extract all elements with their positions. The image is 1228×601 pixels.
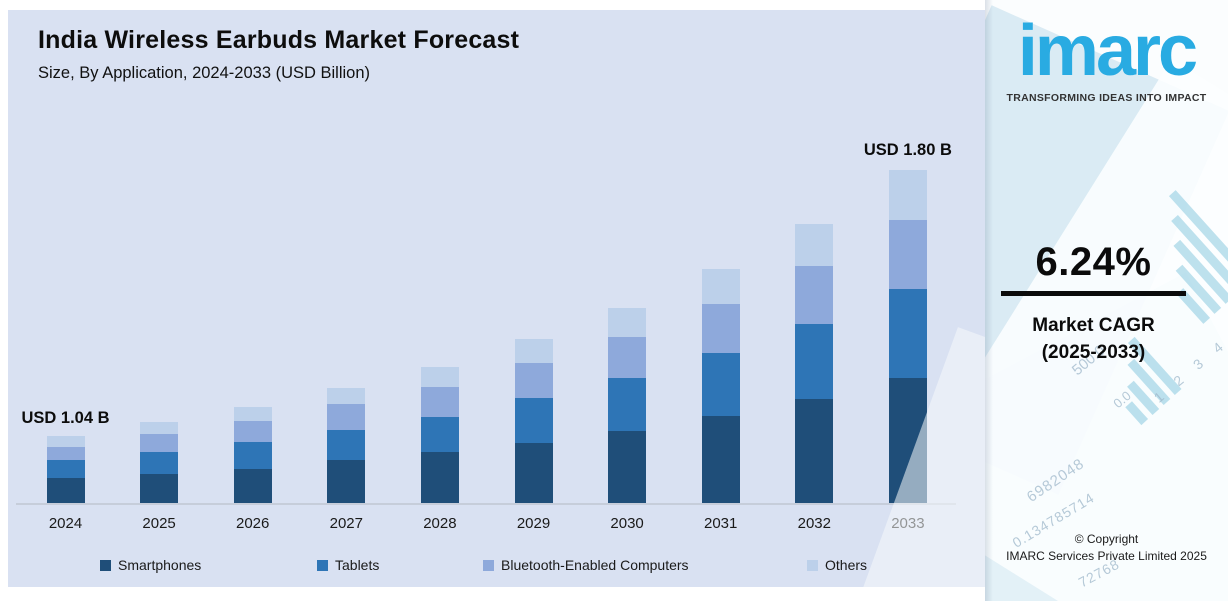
- x-axis-label-2032: 2032: [797, 515, 831, 532]
- bar-segment-others-2029: [514, 339, 553, 363]
- bar-segment-others-2028: [420, 367, 459, 387]
- bar-segment-smartphones-2027: [327, 460, 366, 503]
- bar-segment-tablets-2025: [140, 452, 179, 474]
- cagr-period: (2025-2033): [1041, 342, 1146, 363]
- bar-segment-smartphones-2028: [420, 452, 459, 503]
- legend-swatch-smartphones: [100, 559, 111, 571]
- bar-2025: [140, 422, 179, 503]
- x-axis-line: [16, 503, 956, 505]
- bar-2031: [701, 269, 740, 503]
- bar-segment-tablets-2029: [514, 398, 553, 443]
- bar-segment-bluetooth-enabled-computers-2033: [888, 220, 927, 289]
- bar-segment-others-2032: [795, 224, 834, 266]
- bar-segment-smartphones-2031: [701, 416, 740, 503]
- legend-label-smartphones: Smartphones: [118, 557, 202, 573]
- bar-segment-others-2030: [608, 308, 647, 337]
- value-annotation-2033: USD 1.80 B: [863, 141, 952, 159]
- legend-item-others: Others: [807, 557, 867, 573]
- legend-item-smartphones: Smartphones: [100, 557, 201, 573]
- bar-segment-tablets-2026: [233, 442, 272, 469]
- bar-segment-bluetooth-enabled-computers-2027: [327, 404, 366, 430]
- bar-segment-bluetooth-enabled-computers-2028: [420, 387, 459, 417]
- cagr-value: 6.24%: [1035, 240, 1152, 284]
- imarc-logo: imarc: [1017, 11, 1198, 91]
- bar-segment-others-2025: [140, 422, 179, 434]
- bar-2026: [233, 407, 272, 503]
- bar-2028: [420, 367, 459, 503]
- bar-segment-bluetooth-enabled-computers-2026: [233, 421, 272, 442]
- bar-segment-bluetooth-enabled-computers-2032: [795, 266, 834, 324]
- legend-label-bluetooth-enabled-computers: Bluetooth-Enabled Computers: [501, 557, 689, 573]
- bar-2027: [327, 388, 366, 503]
- bar-2030: [608, 308, 647, 503]
- bar-segment-smartphones-2032: [795, 399, 834, 503]
- cagr-label: Market CAGR: [1032, 315, 1155, 336]
- bar-segment-smartphones-2025: [140, 474, 179, 503]
- bar-segment-tablets-2031: [701, 353, 740, 416]
- x-axis-label-2027: 2027: [329, 515, 363, 532]
- bar-segment-smartphones-2024: [46, 478, 85, 503]
- chart-title: India Wireless Earbuds Market Forecast: [38, 26, 520, 54]
- x-axis-label-2029: 2029: [516, 515, 551, 532]
- bar-segment-others-2027: [327, 388, 366, 404]
- cagr-block: 6.24% Market CAGR (2025-2033): [1001, 240, 1186, 366]
- bar-segment-tablets-2024: [46, 460, 85, 478]
- bar-segment-smartphones-2029: [514, 443, 553, 503]
- bar-2032: [795, 224, 834, 503]
- logo-block: imarc TRANSFORMING IDEAS INTO IMPACT: [985, 11, 1228, 104]
- legend-swatch-others: [807, 559, 818, 571]
- legend-item-tablets: Tablets: [317, 557, 379, 573]
- bar-segment-bluetooth-enabled-computers-2030: [608, 337, 647, 378]
- bar-segment-bluetooth-enabled-computers-2031: [701, 304, 740, 353]
- bar-segment-smartphones-2026: [233, 469, 272, 503]
- copyright-line1: © Copyright: [1074, 532, 1139, 546]
- bar-segment-tablets-2032: [795, 324, 834, 399]
- bar-segment-smartphones-2030: [608, 431, 647, 503]
- bar-segment-bluetooth-enabled-computers-2024: [46, 447, 85, 460]
- copyright: © Copyright IMARC Services Private Limit…: [985, 531, 1228, 565]
- bar-segment-tablets-2030: [608, 378, 647, 431]
- plot-area: 2024202520262027202820292030203120322033…: [8, 10, 985, 587]
- x-axis-label-2025: 2025: [142, 515, 176, 532]
- x-axis-label-2030: 2030: [610, 515, 644, 532]
- x-axis-label-2028: 2028: [423, 515, 457, 532]
- legend-item-bluetooth-enabled-computers: Bluetooth-Enabled Computers: [483, 557, 689, 573]
- value-annotation-2024: USD 1.04 B: [21, 409, 110, 427]
- bar-segment-others-2026: [233, 407, 272, 421]
- bar-segment-others-2033: [888, 170, 927, 220]
- bar-segment-bluetooth-enabled-computers-2029: [514, 363, 553, 398]
- copyright-line2: IMARC Services Private Limited 2025: [1006, 549, 1207, 563]
- bar-segment-others-2024: [46, 436, 85, 447]
- cagr-divider: [1001, 291, 1186, 296]
- bar-2029: [514, 339, 553, 503]
- legend-swatch-bluetooth-enabled-computers: [483, 559, 494, 571]
- bar-segment-tablets-2028: [420, 417, 459, 452]
- bar-segment-tablets-2033: [888, 289, 927, 378]
- x-axis-label-2031: 2031: [704, 515, 738, 532]
- panel-edge-shadow: [985, 0, 993, 601]
- brand-panel: 500.0 0.0 1 2 3 4 6982048 0.134785714 72768 i…: [985, 0, 1228, 601]
- chart-subtitle: Size, By Application, 2024-2033 (USD Bil…: [38, 64, 371, 82]
- chart-panel: India Wireless Earbuds Market Forecast S…: [8, 10, 985, 587]
- logo-tagline: TRANSFORMING IDEAS INTO IMPACT: [1006, 91, 1207, 104]
- legend-swatch-tablets: [317, 559, 328, 571]
- legend-label-tablets: Tablets: [335, 557, 380, 573]
- x-axis-label-2026: 2026: [236, 515, 270, 532]
- bar-segment-bluetooth-enabled-computers-2025: [140, 434, 179, 452]
- bar-2024: [46, 436, 85, 503]
- bar-segment-others-2031: [701, 269, 740, 304]
- bar-segment-tablets-2027: [327, 430, 366, 460]
- legend-label-others: Others: [825, 557, 868, 573]
- x-axis-label-2024: 2024: [48, 515, 83, 532]
